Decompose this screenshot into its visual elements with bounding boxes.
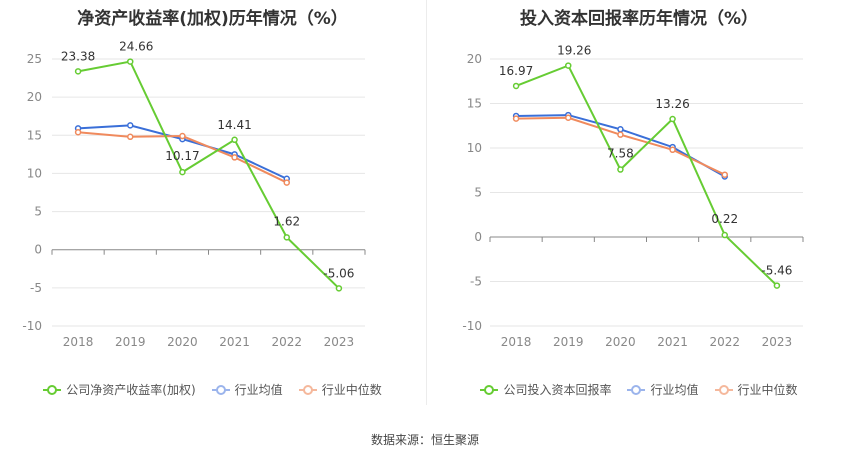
y-tick-label: -5 — [470, 275, 482, 289]
data-point — [565, 62, 572, 69]
data-point — [283, 234, 290, 241]
x-tick-label: 2019 — [115, 335, 146, 349]
legend-label: 行业均值 — [650, 383, 699, 397]
data-point — [669, 146, 676, 154]
data-point — [565, 114, 572, 121]
y-tick-label: 10 — [467, 141, 482, 155]
data-point — [721, 231, 728, 239]
data-point — [512, 115, 520, 122]
data-label: 16.97 — [499, 64, 533, 78]
y-tick-label: 20 — [27, 90, 42, 104]
x-tick-label: 2022 — [271, 335, 302, 349]
data-point — [74, 68, 82, 75]
data-point — [127, 58, 134, 65]
legend-line-icon — [43, 384, 62, 395]
data-point — [179, 132, 186, 140]
data-point — [512, 82, 520, 90]
data-point — [127, 133, 134, 141]
data-point — [231, 136, 238, 144]
legend-label: 公司净资产收益率(加权) — [66, 383, 196, 397]
legend-item-industry-median[interactable]: 行业中位数 — [714, 381, 798, 398]
y-tick-label: -5 — [30, 281, 42, 295]
data-label: 0.22 — [711, 212, 738, 226]
chart-legend: 公司投入资本回报率 行业均值 行业中位数 — [428, 381, 850, 398]
x-tick-label: 2018 — [501, 335, 532, 349]
legend-line-icon — [627, 384, 646, 395]
legend-line-icon — [714, 384, 733, 395]
roic-chart-panel: 投入资本回报率历年情况（%） -10 -5 0 5 10 15 20 2018 2019 2020… — [428, 0, 850, 420]
data-point — [74, 128, 82, 136]
data-point — [669, 115, 676, 123]
data-point — [179, 168, 186, 176]
data-point — [617, 166, 624, 173]
roe-line-chart: -10 -5 0 5 10 15 20 25 2018 2019 2020 2021 2022 2023 2… — [22, 40, 366, 349]
y-tick-label: 0 — [34, 243, 42, 257]
x-tick-label: 2022 — [709, 335, 740, 349]
y-tick-label: 5 — [474, 186, 482, 200]
data-point — [773, 282, 781, 289]
data-point — [617, 131, 624, 138]
data-label: 7.58 — [607, 147, 634, 161]
x-tick-label: 2023 — [324, 335, 355, 349]
y-tick-label: 15 — [27, 128, 42, 142]
y-tick-label: 0 — [474, 230, 482, 244]
x-tick-label: 2018 — [63, 335, 94, 349]
data-point — [127, 122, 134, 129]
data-point — [231, 154, 238, 161]
chart-title: 投入资本回报率历年情况（%） — [519, 9, 759, 29]
y-tick-label: 15 — [467, 97, 482, 111]
data-point — [283, 179, 290, 186]
y-tick-label: 20 — [467, 52, 482, 66]
data-label: 19.26 — [557, 44, 591, 58]
data-label: 10.17 — [165, 149, 199, 163]
y-tick-label: -10 — [22, 319, 42, 333]
data-label: 24.66 — [119, 40, 153, 54]
panel-divider — [426, 0, 427, 405]
legend-label: 行业中位数 — [737, 383, 798, 397]
legend-line-icon — [211, 384, 230, 395]
legend-line-icon — [480, 384, 499, 395]
data-label: 13.26 — [655, 97, 689, 111]
roe-chart-panel: 净资产收益率(加权)历年情况（%） -10 -5 0 5 10 15 20 25 2018 201… — [0, 0, 425, 420]
legend-line-icon — [298, 384, 317, 395]
legend-label: 公司投入资本回报率 — [503, 383, 612, 397]
legend-item-industry-average[interactable]: 行业均值 — [627, 381, 699, 398]
data-source-note: 数据来源：恒生聚源 — [370, 433, 479, 447]
data-point — [617, 126, 624, 133]
data-label: 23.38 — [61, 49, 95, 63]
x-tick-label: 2020 — [605, 335, 636, 349]
legend-label: 行业均值 — [234, 383, 283, 397]
series-line — [77, 60, 340, 290]
chart-legend: 公司净资产收益率(加权) 行业均值 行业中位数 — [0, 381, 425, 398]
data-label: -5.46 — [761, 264, 792, 278]
legend-item-company[interactable]: 公司投入资本回报率 — [480, 381, 611, 398]
x-tick-label: 2019 — [553, 335, 584, 349]
data-point — [335, 285, 343, 292]
data-label: 14.41 — [217, 118, 251, 132]
legend-label: 行业中位数 — [321, 383, 382, 397]
legend-item-company[interactable]: 公司净资产收益率(加权) — [43, 381, 196, 398]
y-tick-label: -10 — [462, 319, 482, 333]
y-tick-label: 25 — [27, 52, 42, 66]
roic-line-chart: -10 -5 0 5 10 15 20 2018 2019 2020 2021 2022 2023 16.… — [462, 44, 804, 349]
y-tick-label: 5 — [34, 205, 42, 219]
data-label: -5.06 — [323, 266, 354, 280]
data-point — [721, 171, 728, 178]
x-tick-label: 2023 — [762, 335, 793, 349]
x-tick-label: 2021 — [219, 335, 250, 349]
y-tick-label: 10 — [27, 166, 42, 180]
legend-item-industry-average[interactable]: 行业均值 — [211, 381, 283, 398]
series-line — [515, 64, 778, 287]
chart-title: 净资产收益率(加权)历年情况（%） — [77, 9, 348, 29]
legend-item-industry-median[interactable]: 行业中位数 — [298, 381, 382, 398]
x-tick-label: 2021 — [657, 335, 688, 349]
data-label: 1.62 — [273, 214, 300, 228]
x-tick-label: 2020 — [167, 335, 198, 349]
